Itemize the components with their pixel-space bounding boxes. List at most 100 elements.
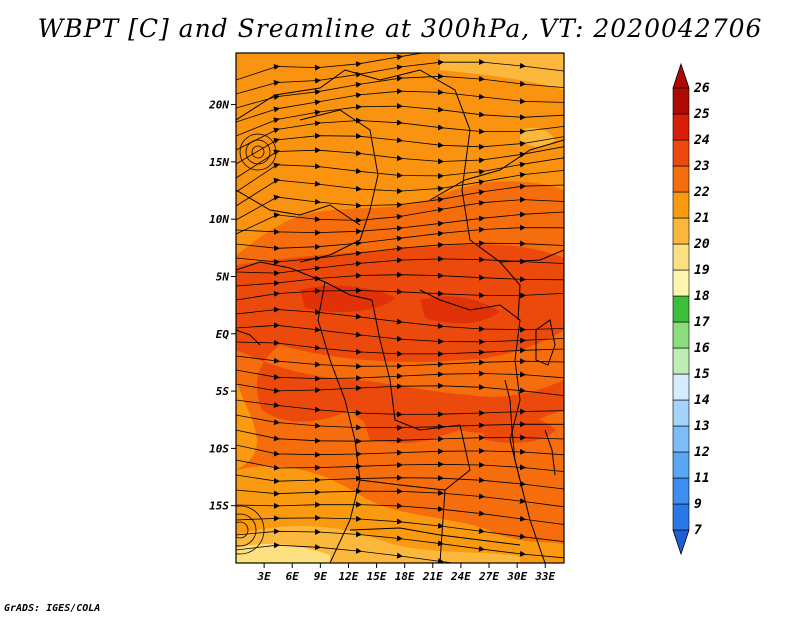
longitude-axis: 3E 6E 9E 12E 15E 18E 21E 24E 27E 30E 33E bbox=[256, 563, 556, 583]
streamline-south bbox=[236, 459, 564, 472]
border-7 bbox=[419, 289, 546, 563]
streamline-equatorial bbox=[236, 382, 564, 396]
lat-tick-label: 20N bbox=[208, 99, 229, 112]
streamline-vortex bbox=[236, 513, 257, 547]
colorbar-swatch bbox=[672, 165, 690, 193]
lon-tick-label: 33E bbox=[534, 570, 555, 583]
colorbar-swatch bbox=[672, 191, 690, 219]
streamline-south bbox=[236, 444, 564, 458]
border-3 bbox=[236, 189, 361, 226]
streamline-north bbox=[236, 102, 564, 137]
colorbar-swatch bbox=[672, 269, 690, 297]
colorbar-swatch bbox=[672, 139, 690, 167]
lon-tick-label: 12E bbox=[339, 570, 359, 583]
streamline-equatorial bbox=[236, 287, 564, 301]
colorbar-swatch bbox=[672, 113, 690, 141]
lon-tick-label: 27E bbox=[478, 570, 499, 583]
streamline-vortex bbox=[245, 139, 271, 165]
field-zone-22-west bbox=[236, 380, 257, 470]
colorbar-label: 20 bbox=[693, 237, 710, 252]
streamline-equatorial bbox=[236, 369, 564, 382]
colorbar-swatch bbox=[672, 321, 690, 349]
colorbar-label: 11 bbox=[694, 471, 710, 486]
streamline-equatorial bbox=[236, 339, 564, 357]
colorbar-label: 18 bbox=[694, 289, 710, 304]
colorbar-label: 7 bbox=[694, 523, 702, 538]
colorbar-swatch bbox=[672, 373, 690, 401]
border-4 bbox=[236, 261, 373, 301]
country-borders bbox=[236, 69, 564, 563]
colorbar-bottom-cap bbox=[672, 529, 690, 556]
streamline-north bbox=[236, 117, 564, 151]
lon-tick-label: 6E bbox=[286, 570, 300, 583]
colorbar-label: 16 bbox=[694, 341, 710, 356]
coastline-gulf bbox=[236, 329, 261, 346]
colorbar-label: 22 bbox=[693, 185, 710, 200]
lake-malawi-outline bbox=[544, 429, 556, 476]
streamline-south bbox=[236, 414, 564, 431]
temperature-field bbox=[236, 53, 564, 563]
colorbar-label: 15 bbox=[694, 367, 710, 382]
map-title: WBPT [C] and Sreamline at 300hPa, VT: 20… bbox=[37, 14, 763, 43]
border-5 bbox=[317, 281, 361, 563]
streamline-south bbox=[236, 399, 564, 418]
colorbar-label: 17 bbox=[694, 315, 710, 330]
colorbar-label: 26 bbox=[693, 81, 710, 96]
streamlines bbox=[236, 53, 564, 563]
lon-tick-label: 30E bbox=[506, 570, 527, 583]
lat-tick-label: 15N bbox=[209, 156, 229, 169]
colorbar-label: 12 bbox=[694, 445, 710, 460]
colorbar-top-cap bbox=[672, 62, 690, 89]
lat-tick-label: 5N bbox=[216, 270, 230, 283]
lake-tanganyika-outline bbox=[504, 379, 521, 481]
streamline-vortex bbox=[251, 145, 265, 159]
streamline-south bbox=[236, 488, 564, 508]
streamline-equatorial bbox=[236, 271, 564, 287]
colorbar-swatch bbox=[672, 425, 690, 453]
latitude-axis: 20N 15N 10N 5N EQ 5S 10S 15S bbox=[208, 99, 236, 513]
colorbar-label: 23 bbox=[693, 159, 710, 174]
streamline-south bbox=[236, 542, 526, 563]
streamline-vortex bbox=[236, 505, 265, 555]
colorbar-swatch bbox=[672, 399, 690, 427]
lon-tick-label: 15E bbox=[367, 570, 387, 583]
colorbar-swatch bbox=[672, 451, 690, 479]
lat-tick-label: 10S bbox=[209, 442, 229, 455]
colorbar-swatch bbox=[672, 295, 690, 323]
border-9 bbox=[349, 527, 521, 546]
border-6 bbox=[371, 299, 471, 563]
colorbar-label: 14 bbox=[694, 393, 710, 408]
colorbar-label: 19 bbox=[694, 263, 710, 278]
colorbar-swatch bbox=[672, 217, 690, 245]
border-11 bbox=[499, 249, 564, 263]
lon-tick-label: 24E bbox=[450, 570, 471, 583]
border-8 bbox=[359, 479, 446, 491]
streamline-north bbox=[236, 132, 564, 165]
footer-credit: GrADS: IGES/COLA bbox=[4, 603, 101, 614]
lon-tick-label: 3E bbox=[256, 570, 271, 583]
colorbar-label: 25 bbox=[693, 107, 710, 122]
colorbar-swatch bbox=[672, 347, 690, 375]
colorbar-label: 21 bbox=[693, 211, 710, 226]
lat-tick-label: 10N bbox=[209, 213, 229, 226]
colorbar-swatch bbox=[672, 87, 690, 115]
colorbar-label: 9 bbox=[694, 497, 702, 512]
lake-victoria-outline bbox=[535, 319, 556, 366]
streamline-north bbox=[236, 146, 564, 179]
colorbar-label: 24 bbox=[693, 133, 710, 148]
field-zone-21-east bbox=[520, 128, 555, 147]
lon-tick-label: 9E bbox=[314, 570, 328, 583]
streamline-vortex bbox=[236, 521, 249, 539]
streamline-equatorial bbox=[236, 255, 564, 277]
lon-tick-label: 18E bbox=[395, 570, 415, 583]
colorbar: 7 9 11 12 13 14 15 16 17 18 19 20 21 22 23 24 25 26 bbox=[672, 62, 710, 556]
border-10 bbox=[429, 139, 564, 201]
colorbar-swatch bbox=[672, 503, 690, 531]
map-frame bbox=[235, 52, 565, 564]
lat-tick-label: EQ bbox=[216, 328, 230, 341]
lat-tick-label: 15S bbox=[209, 500, 229, 513]
colorbar-swatch bbox=[672, 243, 690, 271]
streamline-south bbox=[236, 429, 564, 445]
streamline-equatorial bbox=[236, 355, 564, 370]
